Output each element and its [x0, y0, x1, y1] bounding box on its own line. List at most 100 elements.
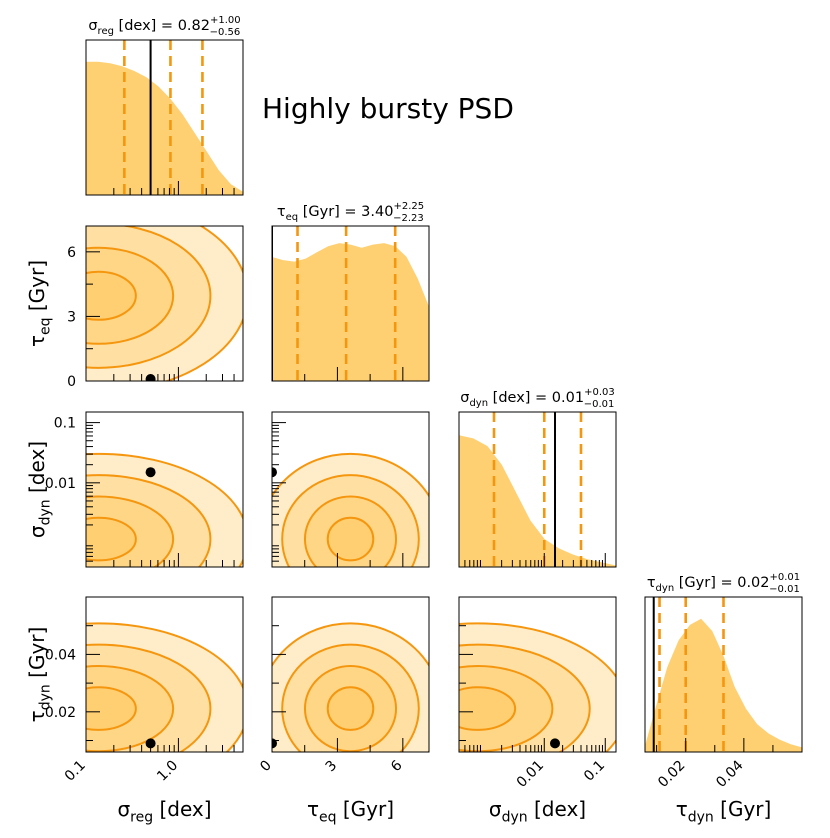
title-symbol: σ	[88, 18, 97, 34]
contour-level-3	[86, 643, 212, 752]
y-axis-label-dyn-unit: [dex]	[25, 441, 49, 499]
x-axis-label-dyn-unit: [Gyr]	[714, 797, 772, 821]
hist-title: τdyn [Gyr] = 0.02+0.01 −0.01	[647, 572, 800, 595]
y-axis-label-eq-symbol: τ	[25, 335, 49, 347]
title-plus: +2.25	[393, 201, 424, 212]
x-tick-label: 3	[323, 758, 341, 776]
x-tick-label: 0.04	[713, 757, 746, 790]
pair-panel-eq-dyn	[271, 411, 430, 568]
hist-frame	[644, 596, 803, 753]
pair-frame	[85, 225, 244, 382]
hist-frame	[458, 411, 617, 568]
contour-content	[86, 452, 243, 567]
truth-marker	[145, 467, 156, 478]
title-subscript: reg	[98, 26, 114, 37]
hist-content	[272, 226, 429, 381]
hist-title: σreg [dex] = 0.82+1.00 −0.56	[88, 15, 240, 38]
x-axis-label-dyn: τdyn [Gyr]	[676, 797, 772, 826]
contour-level-1	[86, 270, 137, 321]
title-subscript: dyn	[469, 398, 488, 409]
x-axis-label-dyn-symbol: σ	[489, 797, 502, 821]
y-tick-label: 0	[67, 374, 76, 390]
x-axis-label-dyn: σdyn [dex]	[489, 797, 586, 826]
truth-marker	[272, 467, 277, 478]
contour-level-4	[459, 622, 616, 752]
y-axis-label-dyn-unit: [Gyr]	[25, 627, 49, 685]
x-tick-label: 6	[388, 757, 406, 775]
hist-frame	[271, 225, 430, 382]
truth-marker	[145, 738, 156, 749]
title-text: [dex] = 0.01	[488, 390, 584, 406]
pair-panel-reg-eq	[85, 225, 244, 382]
title-subscript: eq	[286, 212, 299, 223]
contour-level-3	[281, 643, 420, 752]
x-tick-label: 0.1	[62, 758, 89, 785]
y-axis-label-dyn-subscript: dyn	[38, 684, 54, 710]
hist-area	[272, 243, 429, 381]
x-axis-label-reg: σreg [dex]	[117, 797, 211, 826]
x-axis-label-dyn-subscript: dyn	[502, 810, 528, 826]
contour-level-1	[326, 516, 375, 562]
title-text: [Gyr] = 0.02	[674, 575, 769, 591]
pair-panel-eq-dyn	[271, 596, 430, 753]
title-text: [dex] = 0.82	[114, 18, 210, 34]
contour-content	[272, 452, 429, 567]
contour-content	[86, 622, 243, 752]
x-axis-label-dyn-symbol: τ	[676, 797, 688, 821]
title-minus: −2.23	[393, 213, 424, 224]
hist-content	[459, 412, 616, 567]
hist-title: σdyn [dex] = 0.01+0.03 −0.01	[460, 387, 615, 410]
title-minus: −0.01	[769, 584, 800, 595]
contour-content	[272, 622, 429, 752]
y-tick-label: 0.01	[45, 476, 76, 492]
y-tick-label: 6	[67, 245, 76, 261]
contour-level-1	[459, 686, 517, 731]
y-axis-label-dyn: τdyn [Gyr]	[25, 627, 54, 723]
y-tick-label: 0.1	[54, 416, 76, 432]
x-tick-label: 0	[257, 758, 275, 776]
x-tick-label: 1.0	[154, 758, 181, 785]
pair-panel-reg-dyn	[85, 411, 244, 568]
hist-area	[86, 61, 243, 195]
y-tick-label: 0.04	[45, 647, 76, 663]
pair-frame	[271, 596, 430, 753]
pair-panel-reg-dyn	[85, 596, 244, 753]
title-plus: +0.03	[584, 387, 615, 398]
contour-level-4	[272, 452, 429, 567]
contour-level-3	[459, 643, 591, 752]
hist-content	[645, 597, 802, 752]
y-axis-label-eq: τeq [Gyr]	[25, 260, 54, 347]
hist-panel-dyn-2: σdyn [dex] = 0.01+0.03 −0.01	[458, 387, 617, 568]
contour-level-2	[86, 495, 175, 567]
y-axis-label-dyn: σdyn [dex]	[25, 441, 54, 538]
title-text: [Gyr] = 3.40	[298, 204, 393, 220]
x-axis-label-dyn-unit: [dex]	[528, 797, 586, 821]
x-axis-label-eq: τeq [Gyr]	[307, 797, 394, 826]
x-axis-label-reg-symbol: σ	[117, 797, 130, 821]
x-axis-label-eq-symbol: τ	[307, 797, 319, 821]
title-symbol: τ	[647, 575, 656, 591]
y-tick-label: 0.02	[45, 705, 76, 721]
y-axis-label-dyn-symbol: σ	[25, 525, 49, 538]
hist-panel-reg-0: σreg [dex] = 0.82+1.00 −0.56	[85, 15, 244, 196]
title-subscript: dyn	[656, 583, 675, 594]
y-axis-label-eq-subscript: eq	[38, 317, 54, 335]
contour-level-3	[281, 474, 420, 567]
contour-level-4	[86, 452, 243, 567]
contour-level-3	[86, 226, 212, 369]
contour-level-1	[326, 686, 375, 731]
title-symbol: σ	[460, 390, 469, 406]
title-minus: −0.56	[210, 27, 241, 38]
contour-content	[459, 622, 616, 752]
pair-frame	[271, 411, 430, 568]
x-axis-label-reg-subscript: reg	[130, 810, 153, 826]
annotation-label: Highly bursty PSD	[262, 92, 514, 125]
x-tick-label: 0.01	[514, 758, 547, 791]
pair-frame	[458, 596, 617, 753]
contour-level-1	[86, 686, 137, 731]
y-axis-label-eq-unit: [Gyr]	[25, 260, 49, 318]
y-axis-label-dyn-symbol: τ	[25, 710, 49, 722]
contour-level-4	[86, 226, 243, 381]
hist-area	[459, 435, 616, 567]
